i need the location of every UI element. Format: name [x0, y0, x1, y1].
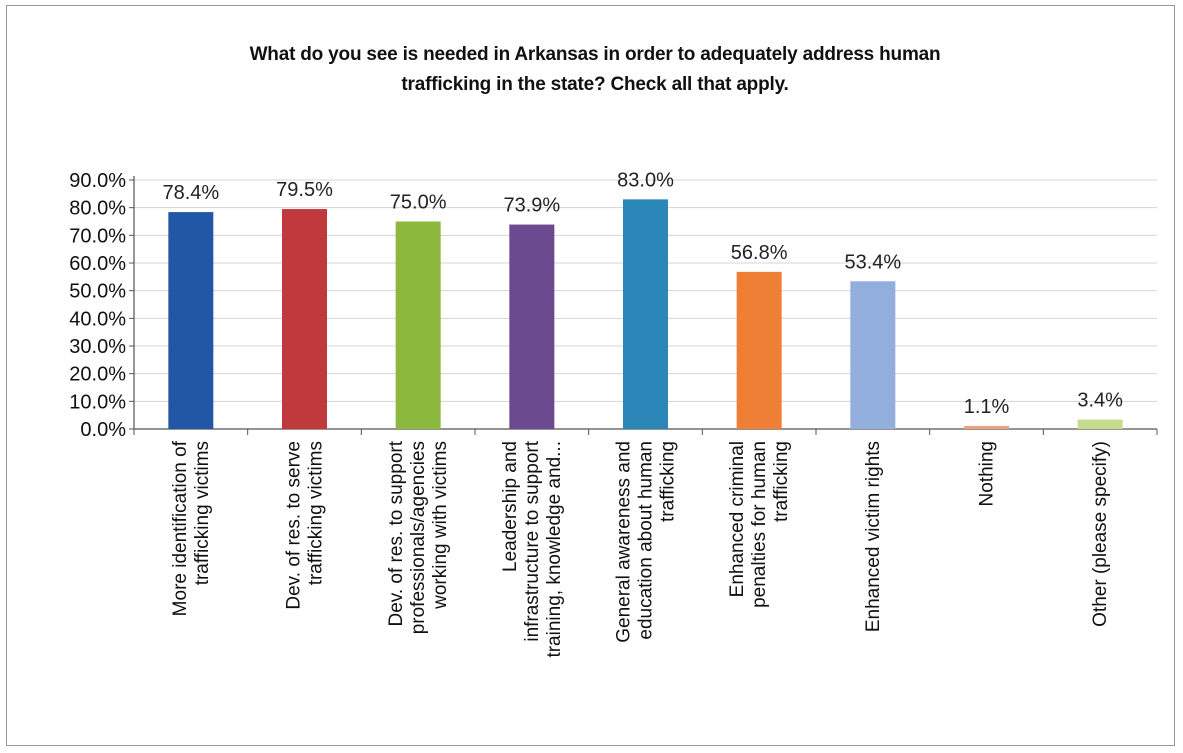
y-tick-label: 40.0%: [69, 308, 126, 330]
chart-title: What do you see is needed in Arkansas in…: [100, 40, 1090, 100]
category-label: Other (please specify): [1090, 441, 1111, 627]
y-tick-label: 50.0%: [69, 281, 126, 303]
chart-title-line-1: What do you see is needed in Arkansas in…: [249, 44, 941, 65]
data-label: 79.5%: [276, 179, 333, 201]
category-label-line: education about human: [636, 441, 657, 640]
category-label: Enhanced victim rights: [863, 441, 884, 632]
category-label: Nothing: [977, 441, 998, 507]
y-tick-label: 0.0%: [80, 419, 126, 441]
category-label-line: penalties for human: [749, 441, 770, 608]
category-label-line: Enhanced criminal: [727, 441, 748, 597]
bar: [282, 209, 327, 429]
category-label: Dev. of res. to servetrafficking victims: [284, 441, 327, 610]
category-label: Dev. of res. to supportprofessionals/age…: [386, 440, 451, 634]
category-label-line: trafficking: [658, 441, 679, 522]
y-tick-label: 80.0%: [69, 198, 126, 220]
category-label-line: Dev. of res. to support: [386, 440, 407, 626]
category-label-line: working with victims: [430, 441, 451, 610]
category-label: General awareness andeducation about hum…: [614, 441, 679, 643]
y-tick-label: 90.0%: [69, 170, 126, 192]
category-label-line: trafficking victims: [306, 441, 327, 585]
data-label: 75.0%: [390, 192, 447, 214]
bar: [964, 425, 1009, 429]
bar: [850, 281, 896, 429]
bar: [168, 212, 214, 429]
data-label: 83.0%: [617, 169, 674, 191]
y-tick-label: 30.0%: [69, 336, 126, 358]
data-label: 56.8%: [731, 242, 788, 264]
category-label-line: trafficking victims: [192, 441, 213, 585]
y-tick-label: 10.0%: [69, 391, 126, 413]
category-label-line: trafficking: [771, 441, 792, 522]
category-label-line: training, knowledge and...: [544, 441, 565, 658]
y-tick-label: 70.0%: [69, 225, 126, 247]
category-label-line: infrastructure to support: [522, 440, 543, 641]
category-label-line: Dev. of res. to serve: [284, 441, 305, 610]
category-label: Enhanced criminalpenalties for humantraf…: [727, 441, 792, 608]
category-label-line: Enhanced victim rights: [863, 441, 884, 632]
bar: [509, 224, 555, 429]
data-label: 3.4%: [1077, 390, 1123, 412]
bar: [395, 221, 441, 429]
data-label: 53.4%: [844, 251, 901, 273]
category-label-line: professionals/agencies: [408, 441, 429, 634]
y-tick-label: 60.0%: [69, 253, 126, 275]
category-label-line: Nothing: [977, 441, 998, 507]
data-label: 73.9%: [503, 195, 560, 217]
data-label: 78.4%: [162, 182, 219, 204]
category-label-line: More identification of: [170, 440, 191, 616]
category-label-line: General awareness and: [614, 441, 635, 643]
bar: [1077, 419, 1123, 429]
bar: [623, 199, 668, 429]
category-label: Leadership andinfrastructure to supportt…: [500, 440, 565, 657]
category-label-line: Other (please specify): [1090, 441, 1111, 627]
category-label: More identification oftrafficking victim…: [170, 440, 213, 616]
category-label-line: Leadership and: [500, 441, 521, 572]
y-tick-label: 20.0%: [69, 364, 126, 386]
chart-title-line-2: trafficking in the state? Check all that…: [401, 74, 789, 95]
data-label: 1.1%: [964, 396, 1010, 418]
bar: [736, 271, 782, 429]
